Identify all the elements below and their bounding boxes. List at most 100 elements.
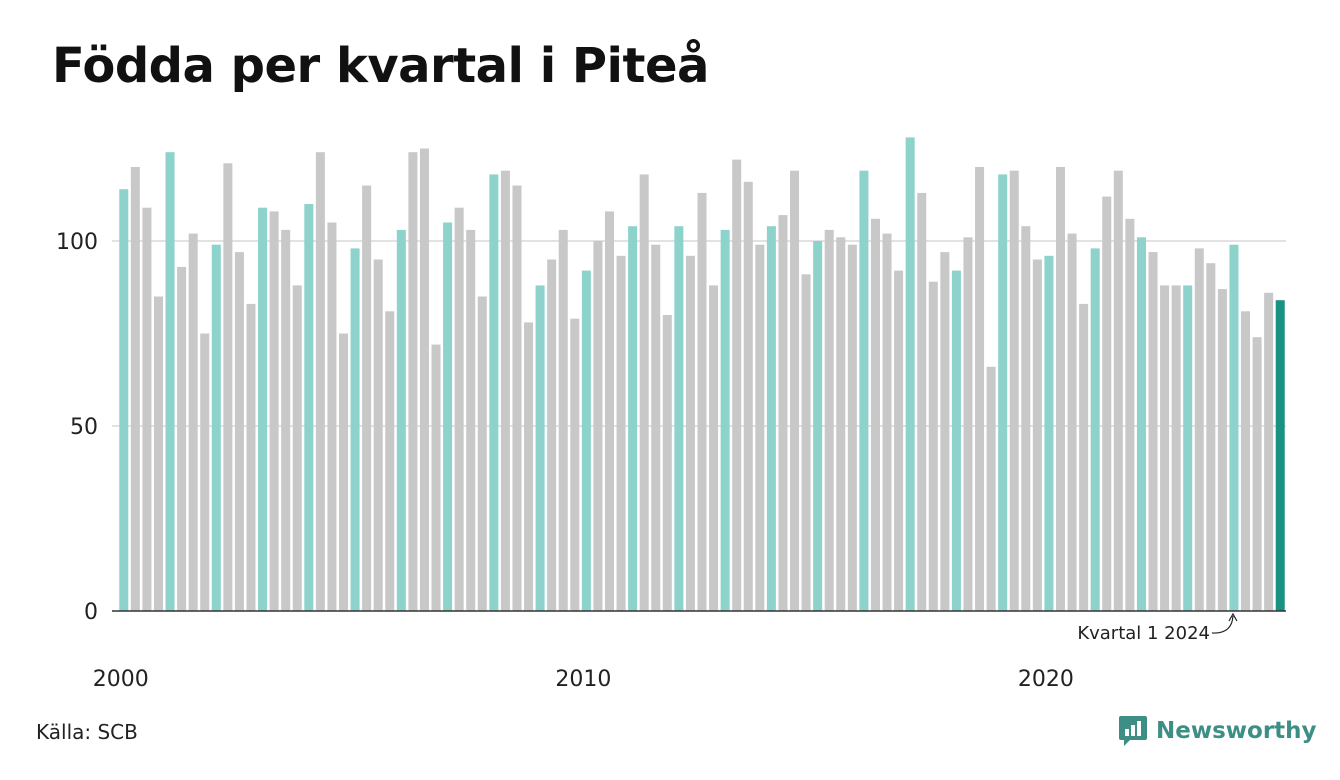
bar xyxy=(1264,292,1274,611)
bar xyxy=(1229,244,1239,611)
bar xyxy=(165,152,175,611)
bar xyxy=(1148,252,1158,611)
bar xyxy=(1032,259,1042,611)
bar xyxy=(801,274,811,611)
annotation: Kvartal 1 2024 xyxy=(1077,612,1238,644)
bar xyxy=(1217,289,1227,611)
brand-logo: Newsworthy xyxy=(1118,714,1317,748)
bar xyxy=(489,174,499,611)
bar xyxy=(200,333,210,611)
bar xyxy=(512,185,522,611)
bar xyxy=(350,248,360,611)
bar xyxy=(500,170,510,611)
bar xyxy=(223,163,233,612)
brand-name: Newsworthy xyxy=(1156,718,1317,744)
chart-title: Födda per kvartal i Piteå xyxy=(52,38,709,94)
bar xyxy=(188,233,198,611)
bar xyxy=(477,296,487,611)
bar xyxy=(234,252,244,611)
y-axis-ticks: 0 50 100 xyxy=(56,230,98,625)
x-tick-label: 2010 xyxy=(555,667,611,692)
bar xyxy=(1021,226,1031,611)
bar xyxy=(986,366,996,611)
bar xyxy=(1252,337,1262,611)
y-tick-label: 50 xyxy=(70,415,98,440)
bar xyxy=(697,192,707,611)
bar xyxy=(1079,303,1089,611)
bar xyxy=(882,233,892,611)
bar xyxy=(558,229,568,611)
bar xyxy=(917,192,927,611)
annotation-label: Kvartal 1 2024 xyxy=(1077,623,1210,644)
bar xyxy=(1171,285,1181,611)
bar xyxy=(824,229,834,611)
annotation-arrowhead xyxy=(1228,612,1238,622)
bar xyxy=(1194,248,1204,611)
bar xyxy=(419,148,429,611)
x-axis-ticks: 2000 2010 2020 xyxy=(93,667,1074,692)
bar xyxy=(651,244,661,611)
bar xyxy=(373,259,383,611)
newsworthy-logo-icon xyxy=(1119,716,1147,746)
bar xyxy=(281,229,291,611)
bar xyxy=(905,137,915,611)
bar xyxy=(1136,237,1146,612)
bar xyxy=(269,211,279,611)
bar xyxy=(338,333,349,611)
bar xyxy=(292,285,302,611)
bar xyxy=(1275,300,1285,611)
bar xyxy=(524,322,534,611)
bar xyxy=(662,315,672,611)
bar xyxy=(894,270,904,611)
source-label: Källa: SCB xyxy=(36,720,138,744)
bar xyxy=(732,159,742,611)
bar xyxy=(547,259,557,611)
bar xyxy=(628,226,638,611)
bar xyxy=(385,311,395,611)
annotation-arrow xyxy=(1211,615,1234,634)
bar xyxy=(130,167,140,611)
bar xyxy=(1241,311,1251,611)
bar xyxy=(951,270,961,611)
bar xyxy=(431,344,441,611)
bar xyxy=(813,241,823,611)
bar xyxy=(142,207,152,611)
bar xyxy=(304,204,314,611)
bar xyxy=(1055,167,1066,611)
bar xyxy=(1183,285,1193,611)
bar xyxy=(1044,255,1054,612)
bar xyxy=(743,181,753,612)
bar xyxy=(709,285,719,611)
bar xyxy=(443,222,453,611)
bar xyxy=(211,244,221,611)
x-tick-label: 2020 xyxy=(1018,667,1074,692)
bar xyxy=(685,255,695,612)
bar xyxy=(362,185,372,611)
bar xyxy=(1067,233,1077,611)
bar xyxy=(836,237,846,612)
bar xyxy=(454,207,464,611)
bar xyxy=(616,255,626,612)
bar xyxy=(593,241,603,611)
bar xyxy=(177,266,187,611)
bar xyxy=(466,229,476,611)
bar xyxy=(153,296,163,611)
bar xyxy=(720,229,730,611)
bar xyxy=(859,170,869,611)
bar xyxy=(940,252,950,611)
bar xyxy=(535,285,545,611)
bar xyxy=(119,189,129,611)
bar xyxy=(408,152,418,611)
bar xyxy=(790,170,800,611)
bar xyxy=(1102,196,1112,611)
bar xyxy=(246,303,256,611)
y-tick-label: 100 xyxy=(56,230,98,255)
bars xyxy=(112,137,1286,612)
bar xyxy=(639,174,649,611)
bar xyxy=(674,226,684,611)
bar xyxy=(1113,170,1123,611)
bar xyxy=(1009,170,1019,611)
bar xyxy=(870,218,880,612)
bar xyxy=(778,215,788,611)
bar xyxy=(998,174,1008,611)
